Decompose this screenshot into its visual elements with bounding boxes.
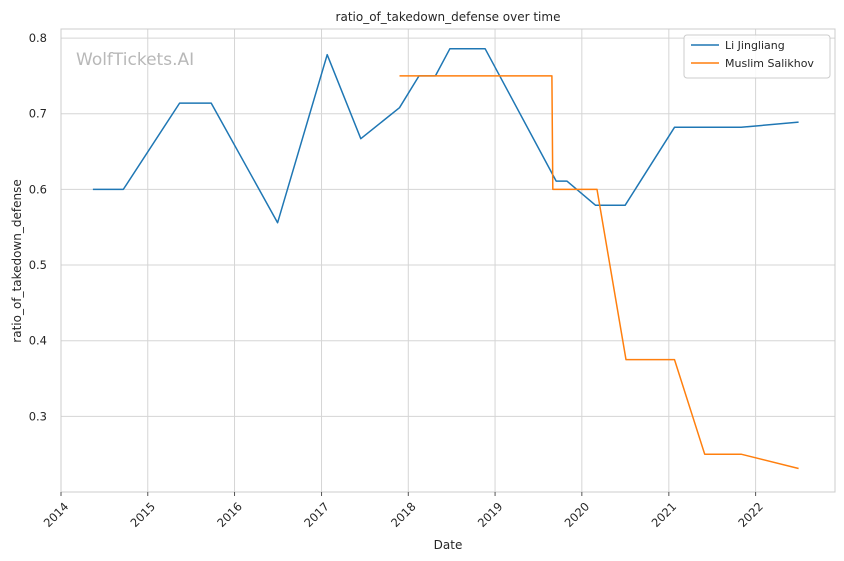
series-layer (92, 47, 799, 470)
grid (60, 29, 835, 492)
legend-label-li-jingliang: Li Jingliang (725, 39, 785, 52)
series-line-muslim-salikhov (399, 75, 799, 470)
legend-label-muslim-salikhov: Muslim Salikhov (725, 57, 814, 70)
y-axis-label: ratio_of_takedown_defense (10, 179, 24, 342)
y-tick-label: 0.4 (29, 334, 47, 348)
legend-box (683, 34, 831, 79)
chart-title: ratio_of_takedown_defense over time (336, 10, 561, 24)
legend: Li Jingliang Muslim Salikhov (683, 34, 831, 79)
y-tick-label: 0.8 (29, 31, 47, 45)
y-tick-label: 0.6 (29, 182, 47, 196)
y-tick-label: 0.3 (29, 409, 47, 423)
y-tick-label: 0.5 (29, 258, 47, 272)
plot-area (60, 28, 836, 493)
x-axis-label: Date (434, 538, 463, 552)
watermark: WolfTickets.AI (76, 50, 194, 70)
y-tick-label: 0.7 (29, 107, 47, 121)
y-axis-ticks: 0.3 0.4 0.5 0.6 0.7 0.8 (29, 31, 47, 423)
